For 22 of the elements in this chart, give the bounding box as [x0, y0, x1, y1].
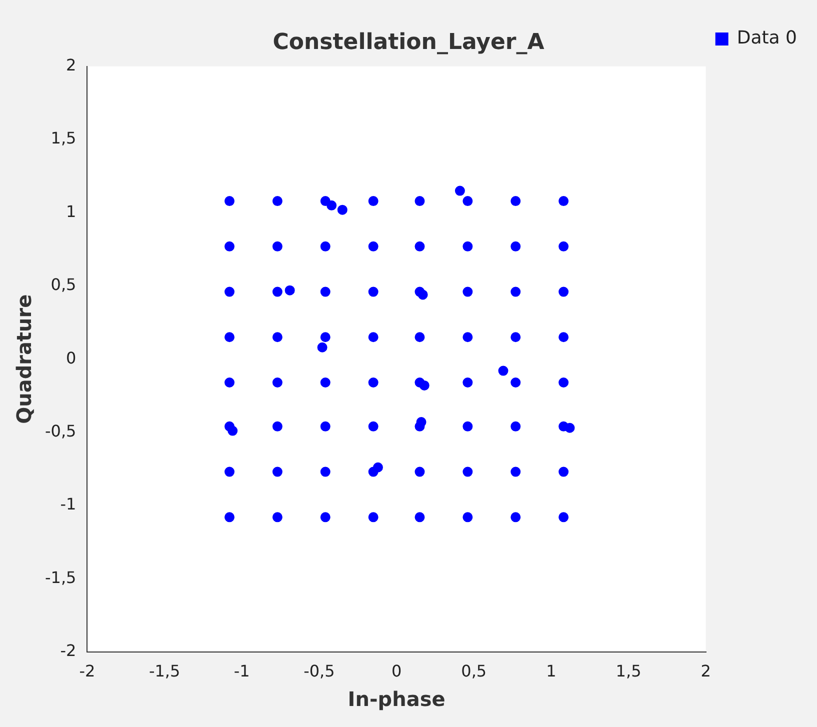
- x-tick-label: -0,5: [304, 662, 335, 681]
- y-tick-label: 2: [66, 56, 76, 75]
- legend-label: Data 0: [736, 28, 798, 49]
- y-axis-title: Quadrature: [12, 294, 36, 424]
- x-tick-label: -1: [234, 662, 250, 681]
- x-tick-label: 1: [546, 662, 556, 681]
- x-tick-label: -1,5: [148, 662, 180, 681]
- x-axis-title: In-phase: [348, 687, 446, 712]
- y-tick-label: 1: [66, 202, 76, 221]
- x-tick-label: 0,5: [461, 662, 487, 681]
- x-tick-label: 1,5: [616, 662, 642, 681]
- x-tick-label: 0: [391, 662, 402, 681]
- y-tick-label: 1,5: [50, 128, 76, 148]
- chart-title: Constellation_Layer_A: [272, 30, 544, 55]
- y-tick-label: -1,5: [45, 568, 76, 587]
- x-tick-label: 2: [700, 662, 711, 681]
- y-tick-label: 0: [66, 348, 76, 368]
- y-tick-label: -0,5: [45, 421, 76, 440]
- y-tick-label: -2: [60, 640, 76, 660]
- y-tick-label: -1: [60, 494, 76, 514]
- y-tick-label: 0,5: [50, 275, 76, 294]
- x-tick-label: -2: [79, 662, 96, 681]
